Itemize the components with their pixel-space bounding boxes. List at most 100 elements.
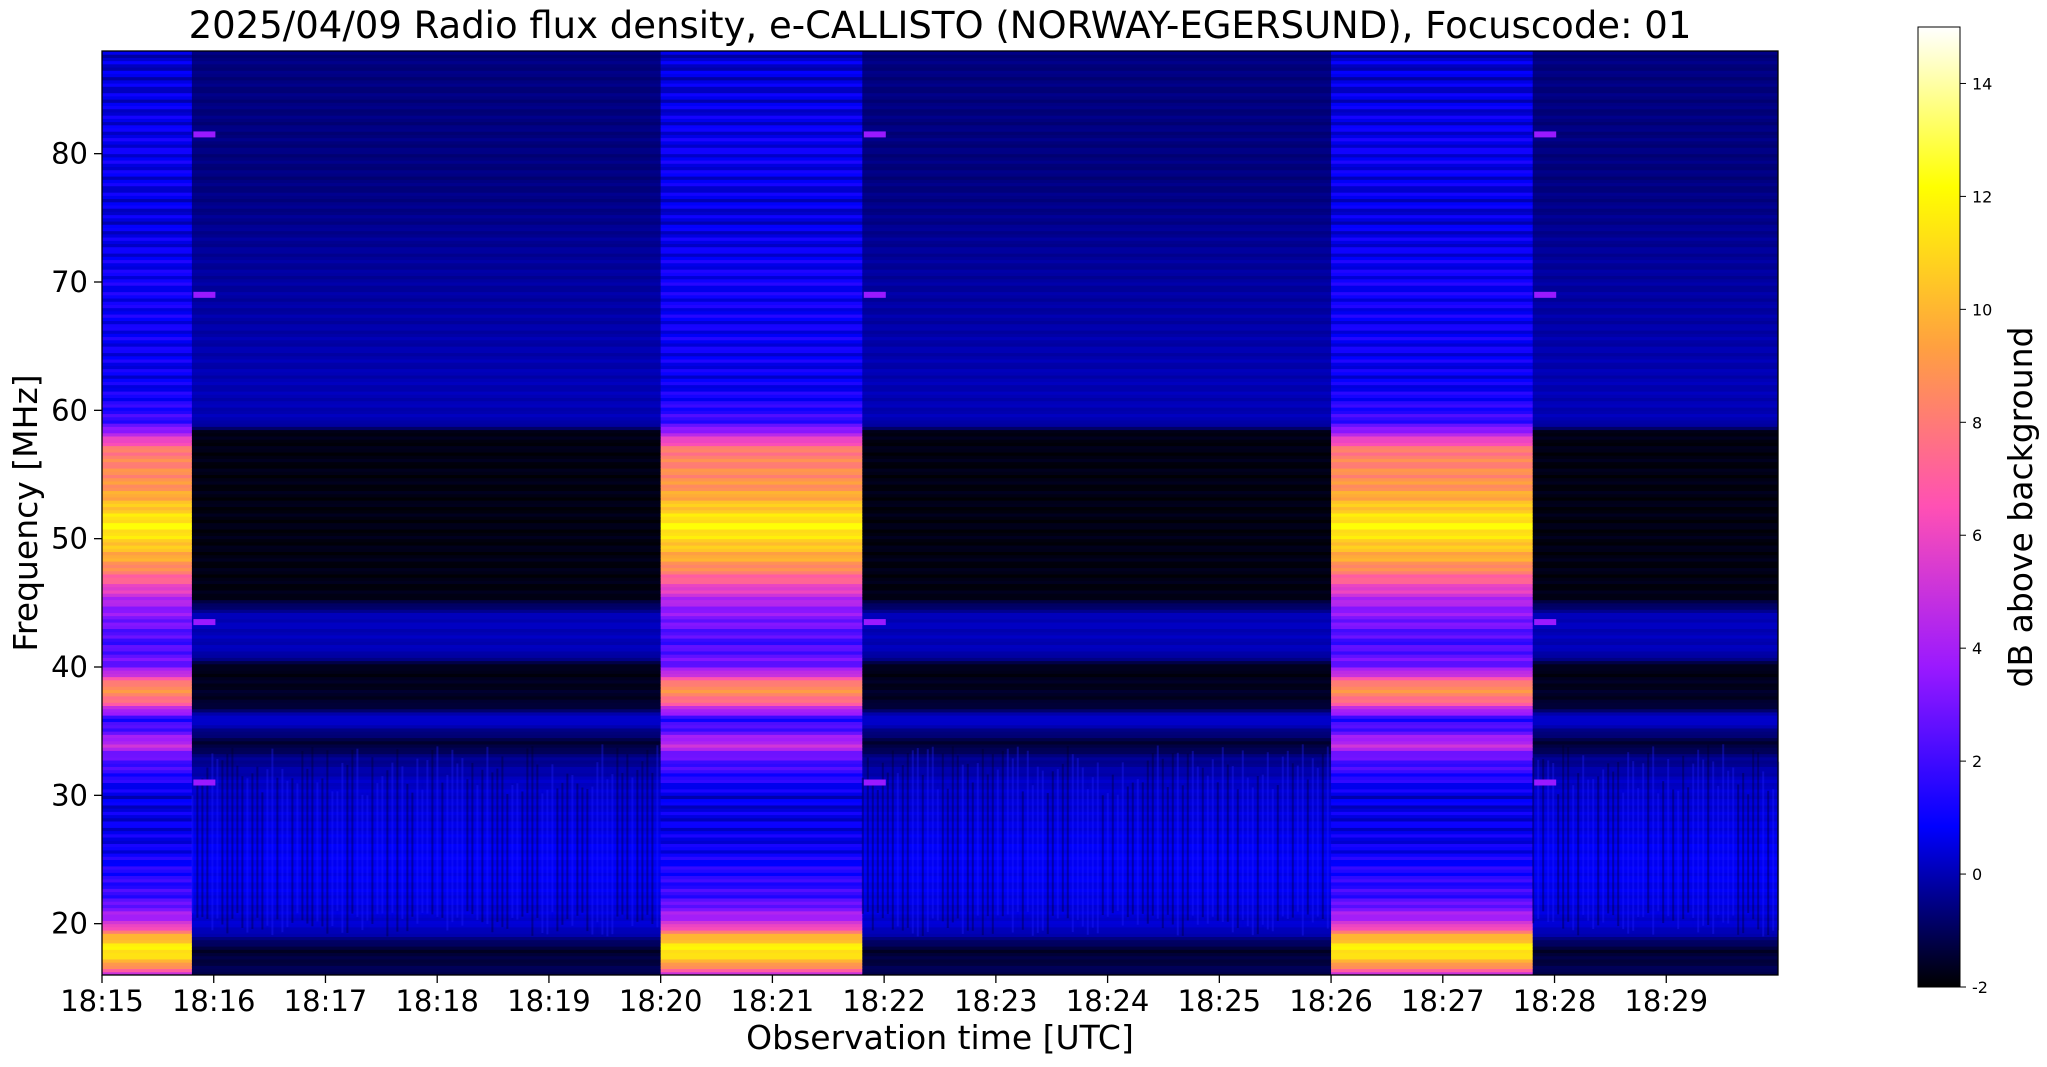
calibration-cell <box>1331 278 1533 283</box>
calibration-cell <box>102 320 192 325</box>
calibration-cell <box>102 249 192 254</box>
calibration-cell <box>1331 898 1533 902</box>
calibration-cell <box>1331 79 1533 84</box>
background-cell <box>861 384 1332 389</box>
calibration-cell <box>1331 577 1533 581</box>
background-cell <box>861 949 1332 954</box>
background-cell <box>191 461 662 466</box>
noise-stripe <box>1306 779 1309 915</box>
calibration-cell <box>660 888 863 893</box>
background-cell <box>861 89 1332 94</box>
background-cell <box>1532 365 1779 370</box>
background-cell <box>861 750 1332 755</box>
background-cell <box>861 708 1332 713</box>
background-cell <box>1532 195 1779 200</box>
noise-stripe <box>1051 771 1054 916</box>
background-cell <box>861 442 1332 447</box>
calibration-cell <box>102 949 192 954</box>
calibration-cell <box>102 224 192 228</box>
calibration-cell <box>660 631 863 636</box>
background-cell <box>861 885 1332 889</box>
calibration-cell <box>660 804 863 809</box>
noise-stripe <box>401 766 404 920</box>
background-cell <box>1532 849 1779 854</box>
calibration-cell <box>1331 772 1533 777</box>
calibration-cell <box>1331 314 1533 318</box>
background-cell <box>1532 432 1779 437</box>
background-cell <box>1532 169 1779 174</box>
calibration-cell <box>660 445 863 450</box>
background-cell <box>191 670 662 674</box>
calibration-cell <box>1331 541 1533 546</box>
background-cell <box>861 227 1332 232</box>
background-cell <box>1532 660 1779 665</box>
background-cell <box>861 156 1332 161</box>
calibration-cell <box>102 599 192 604</box>
background-cell <box>1532 105 1779 110</box>
background-cell <box>1532 798 1779 803</box>
background-cell <box>861 731 1332 735</box>
calibration-cell <box>102 968 192 973</box>
background-cell <box>191 785 662 790</box>
background-cell <box>191 760 662 764</box>
calibration-cell <box>1331 792 1533 796</box>
noise-stripe <box>581 787 584 913</box>
calibration-cell <box>102 602 192 607</box>
calibration-cell <box>102 910 192 915</box>
background-cell <box>191 188 662 193</box>
background-cell <box>1532 766 1779 771</box>
background-cell <box>191 946 662 950</box>
calibration-cell <box>1331 253 1533 257</box>
background-cell <box>191 599 662 604</box>
calibration-cell <box>102 718 192 723</box>
background-cell <box>1532 455 1779 459</box>
calibration-cell <box>660 692 863 697</box>
calibration-cell <box>660 282 863 286</box>
background-cell <box>861 182 1332 187</box>
noise-stripe <box>376 783 379 914</box>
background-cell <box>191 615 662 620</box>
noise-stripe <box>1141 782 1144 914</box>
background-cell <box>191 79 662 84</box>
background-cell <box>191 602 662 607</box>
background-cell <box>191 249 662 254</box>
calibration-cell <box>1331 262 1533 267</box>
calibration-cell <box>102 108 192 113</box>
calibration-cell <box>102 400 192 405</box>
calibration-cell <box>1331 381 1533 386</box>
calibration-marker <box>1534 779 1557 786</box>
calibration-cell <box>660 115 863 119</box>
background-cell <box>191 198 662 203</box>
background-cell <box>191 179 662 184</box>
background-cell <box>861 740 1332 745</box>
calibration-cell <box>102 782 192 787</box>
background-cell <box>861 291 1332 296</box>
background-cell <box>861 160 1332 164</box>
colorbar-tick-label: -2 <box>1972 978 1988 997</box>
noise-stripe <box>866 757 869 912</box>
background-cell <box>191 246 662 251</box>
background-cell <box>191 930 662 934</box>
background-cell <box>861 920 1332 925</box>
calibration-cell <box>1331 782 1533 787</box>
calibration-cell <box>102 824 192 828</box>
noise-stripe <box>1652 746 1655 935</box>
calibration-cell <box>102 233 192 238</box>
background-cell <box>1532 606 1779 610</box>
background-cell <box>191 529 662 533</box>
calibration-cell <box>660 240 863 244</box>
calibration-cell <box>102 452 192 456</box>
background-cell <box>191 240 662 244</box>
noise-stripe <box>221 760 224 925</box>
calibration-cell <box>1331 230 1533 235</box>
calibration-cell <box>102 70 192 74</box>
calibration-cell <box>660 407 863 411</box>
calibration-cell <box>660 683 863 687</box>
background-cell <box>191 804 662 809</box>
noise-stripe <box>1046 793 1049 935</box>
calibration-cell <box>1331 140 1533 145</box>
noise-stripe <box>1602 769 1605 923</box>
background-cell <box>191 917 662 921</box>
calibration-cell <box>1331 362 1533 366</box>
background-cell <box>191 70 662 74</box>
